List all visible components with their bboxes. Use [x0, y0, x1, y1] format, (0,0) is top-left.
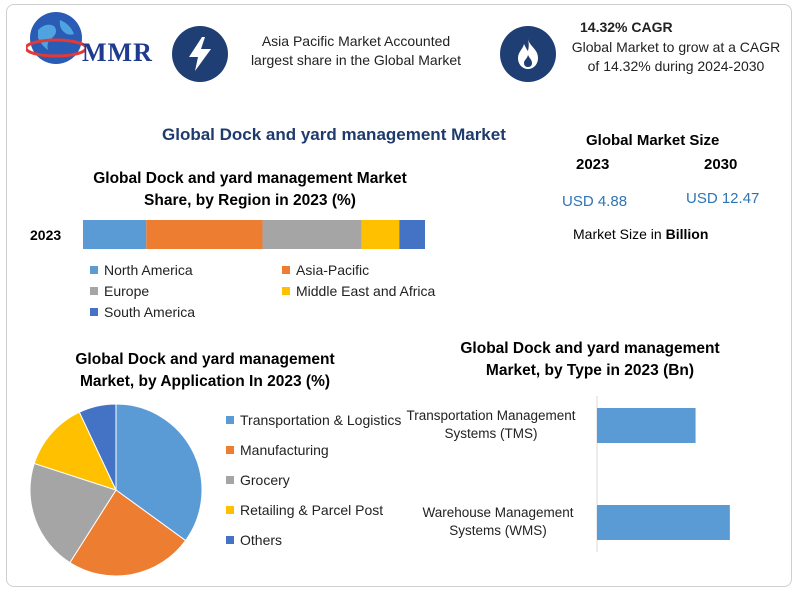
swatch [226, 536, 234, 544]
legend-north-america: North America [90, 262, 193, 278]
legend-south-america: South America [90, 304, 195, 320]
logo: MMR [24, 8, 166, 68]
legend-label: Others [240, 532, 283, 548]
left-callout: Asia Pacific Market Accounted largest sh… [250, 33, 462, 68]
swatch [226, 506, 234, 514]
region-segment-south-america [399, 220, 425, 249]
legend-asia-pacific: Asia-Pacific [282, 262, 369, 278]
legend-others: Others [226, 532, 282, 548]
type-bar-tms [597, 408, 696, 443]
market-size-unit: Market Size in Billion [573, 226, 708, 242]
pie-slice-others [78, 403, 117, 491]
legend-label: North America [104, 262, 193, 278]
legend-manufacturing: Manufacturing [226, 442, 329, 458]
swatch [90, 287, 98, 295]
legend-middle-east-africa: Middle East and Africa [282, 283, 435, 299]
region-segment-asia-pacific [146, 220, 263, 249]
year-2023: 2023 [576, 156, 610, 173]
swatch [226, 416, 234, 424]
lightning-icon [172, 26, 228, 82]
legend-grocery: Grocery [226, 472, 290, 488]
legend-label: Transportation & Logistics [240, 412, 402, 428]
region-legend: North America Asia-Pacific Europe Middle… [90, 262, 470, 324]
value-2023: USD 4.88 [562, 193, 628, 210]
region-segment-middle-east-and-africa [361, 220, 400, 249]
globe-icon [24, 12, 88, 64]
year-2030: 2030 [704, 156, 738, 173]
swatch [282, 266, 290, 274]
application-legend: Transportation & Logistics Manufacturing… [226, 412, 426, 552]
type-bar-wms [597, 505, 730, 540]
legend-transportation-logistics: Transportation & Logistics [226, 412, 401, 428]
flame-icon [500, 26, 556, 82]
cagr-title: 14.32% CAGR [580, 19, 673, 35]
unit-bold: Billion [665, 226, 709, 242]
market-size-title: Global Market Size [586, 132, 720, 149]
cagr-text: Global Market to grow at a CAGR of 14.32… [571, 39, 781, 74]
legend-label: Retailing & Parcel Post [240, 502, 384, 518]
region-segment-europe [262, 220, 362, 249]
swatch [226, 446, 234, 454]
region-stacked-bar [83, 220, 425, 249]
legend-label: Asia-Pacific [296, 262, 370, 278]
type-chart-title: Global Dock and yard management Market, … [460, 340, 720, 379]
swatch [90, 308, 98, 316]
pie-slice-grocery [29, 462, 117, 564]
value-2030: USD 12.47 [686, 190, 760, 207]
type-label-wms: Warehouse Management Systems (WMS) [422, 505, 574, 538]
application-chart-title: Global Dock and yard management Market, … [75, 351, 335, 390]
legend-label: Manufacturing [240, 442, 329, 458]
legend-retailing-parcel-post: Retailing & Parcel Post [226, 502, 383, 518]
legend-label: Europe [104, 283, 150, 299]
pie-slice-transportation-logistics [115, 403, 203, 542]
pie-slice-retailing-parcel-post [33, 411, 117, 491]
unit-prefix: Market Size in [573, 226, 662, 242]
swatch [226, 476, 234, 484]
region-segment-north-america [83, 220, 147, 249]
legend-label: Grocery [240, 472, 290, 488]
region-bar-category: 2023 [30, 227, 62, 243]
swatch [282, 287, 290, 295]
infographic-frame [6, 4, 792, 587]
type-bar-chart [596, 396, 730, 552]
type-label-tms: Transportation Management Systems (TMS) [406, 408, 576, 441]
pie-slice-manufacturing [69, 489, 187, 577]
legend-label: South America [104, 304, 196, 320]
application-pie-chart [29, 403, 203, 577]
legend-europe: Europe [90, 283, 149, 299]
swatch [90, 266, 98, 274]
legend-label: Middle East and Africa [296, 283, 436, 299]
region-chart-title: Global Dock and yard management Market S… [93, 170, 407, 209]
main-title: Global Dock and yard management Market [162, 125, 506, 144]
logo-text: MMR [82, 38, 153, 67]
